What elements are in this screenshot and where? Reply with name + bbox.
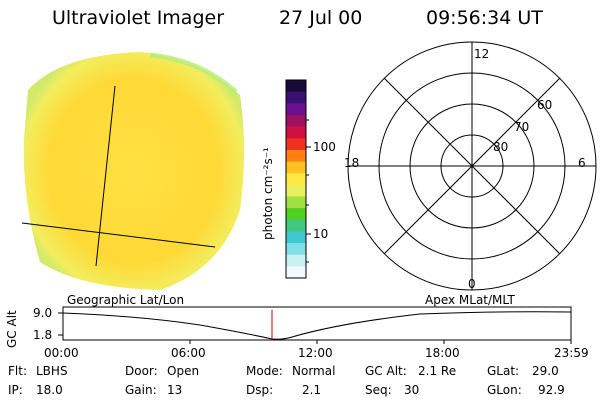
mode-label: Mode: <box>246 364 283 378</box>
ip-label: IP: <box>8 383 23 397</box>
colorbar-swatch <box>286 114 306 128</box>
colorbar-swatch <box>286 208 306 221</box>
mlt-label-18: 18 <box>344 156 360 170</box>
gc-alt-label: GC Alt: <box>365 364 407 378</box>
gc-alt-max: 9.0 <box>33 306 53 320</box>
time-tick-0000: 00:00 <box>44 346 79 360</box>
gain-value: 13 <box>167 383 183 397</box>
mlt-label-6: 6 <box>578 156 586 170</box>
glat-label: GLat: <box>487 364 520 378</box>
colorbar-swatch <box>286 149 306 163</box>
geographic-title: Geographic Lat/Lon <box>67 293 185 307</box>
colorbar-swatch <box>286 196 306 209</box>
colorbar-swatch <box>286 91 306 104</box>
colorbar-swatch <box>286 184 306 198</box>
colorbar-swatch <box>286 161 306 174</box>
colorbar-swatch <box>286 219 306 233</box>
mlt-label-12: 12 <box>474 47 490 61</box>
apex-title: Apex MLat/MLT <box>425 293 515 307</box>
colorbar-swatch <box>286 231 306 244</box>
colorbar-swatch <box>286 173 306 186</box>
time-tick-0600: 06:00 <box>171 346 206 360</box>
gain-label: Gain: <box>125 383 157 397</box>
lat-label-70: 70 <box>514 120 530 134</box>
ip-value: 18.0 <box>36 383 63 397</box>
colorbar-unit-label: photon cm⁻²s⁻¹ <box>261 147 275 240</box>
glon-value: 92.9 <box>538 383 565 397</box>
glon-label: GLon: <box>487 383 522 397</box>
colorbar <box>286 80 306 279</box>
colorbar-swatch <box>286 254 306 267</box>
mode-value: Normal <box>292 364 336 378</box>
door-label: Door: <box>125 364 158 378</box>
mlt-label-0: 0 <box>468 277 476 291</box>
meridian-line <box>95 85 116 267</box>
filter-label: Flt: <box>8 364 27 378</box>
time-tick-1800: 18:00 <box>425 346 460 360</box>
instrument-title: Ultraviolet Imager <box>52 7 225 29</box>
gc-alt-value: 2.1 Re <box>418 364 457 378</box>
colorbar-swatch <box>286 266 306 279</box>
filter-value: LBHS <box>36 364 68 378</box>
time-tick-1200: 12:00 <box>298 346 333 360</box>
colorbar-tick-100: 100 <box>313 140 336 154</box>
dsp-value: 2.1 <box>302 383 322 397</box>
polar-grid <box>347 41 597 291</box>
colorbar-swatch <box>286 138 306 151</box>
lat-label-60: 60 <box>537 98 553 112</box>
time-label: 09:56:34 UT <box>426 7 543 29</box>
gc-alt-min: 1.8 <box>33 328 53 342</box>
seq-value: 30 <box>404 383 420 397</box>
colorbar-swatch <box>286 103 306 116</box>
colorbar-swatch <box>286 126 306 139</box>
colorbar-tick-10: 10 <box>313 227 329 241</box>
lat-label-80: 80 <box>493 140 509 154</box>
latitude-line <box>21 222 216 248</box>
glat-value: 29.0 <box>532 364 559 378</box>
colorbar-swatch <box>286 80 306 93</box>
door-value: Open <box>167 364 200 378</box>
date-label: 27 Jul 00 <box>279 7 363 29</box>
altitude-strip <box>58 306 572 344</box>
dsp-label: Dsp: <box>246 383 274 397</box>
colorbar-swatch <box>286 243 306 256</box>
uv-earth-image <box>21 52 244 290</box>
time-tick-2359: 23:59 <box>554 346 589 360</box>
seq-label: Seq: <box>365 383 392 397</box>
gc-alt-axis-label: GC Alt <box>5 310 19 348</box>
